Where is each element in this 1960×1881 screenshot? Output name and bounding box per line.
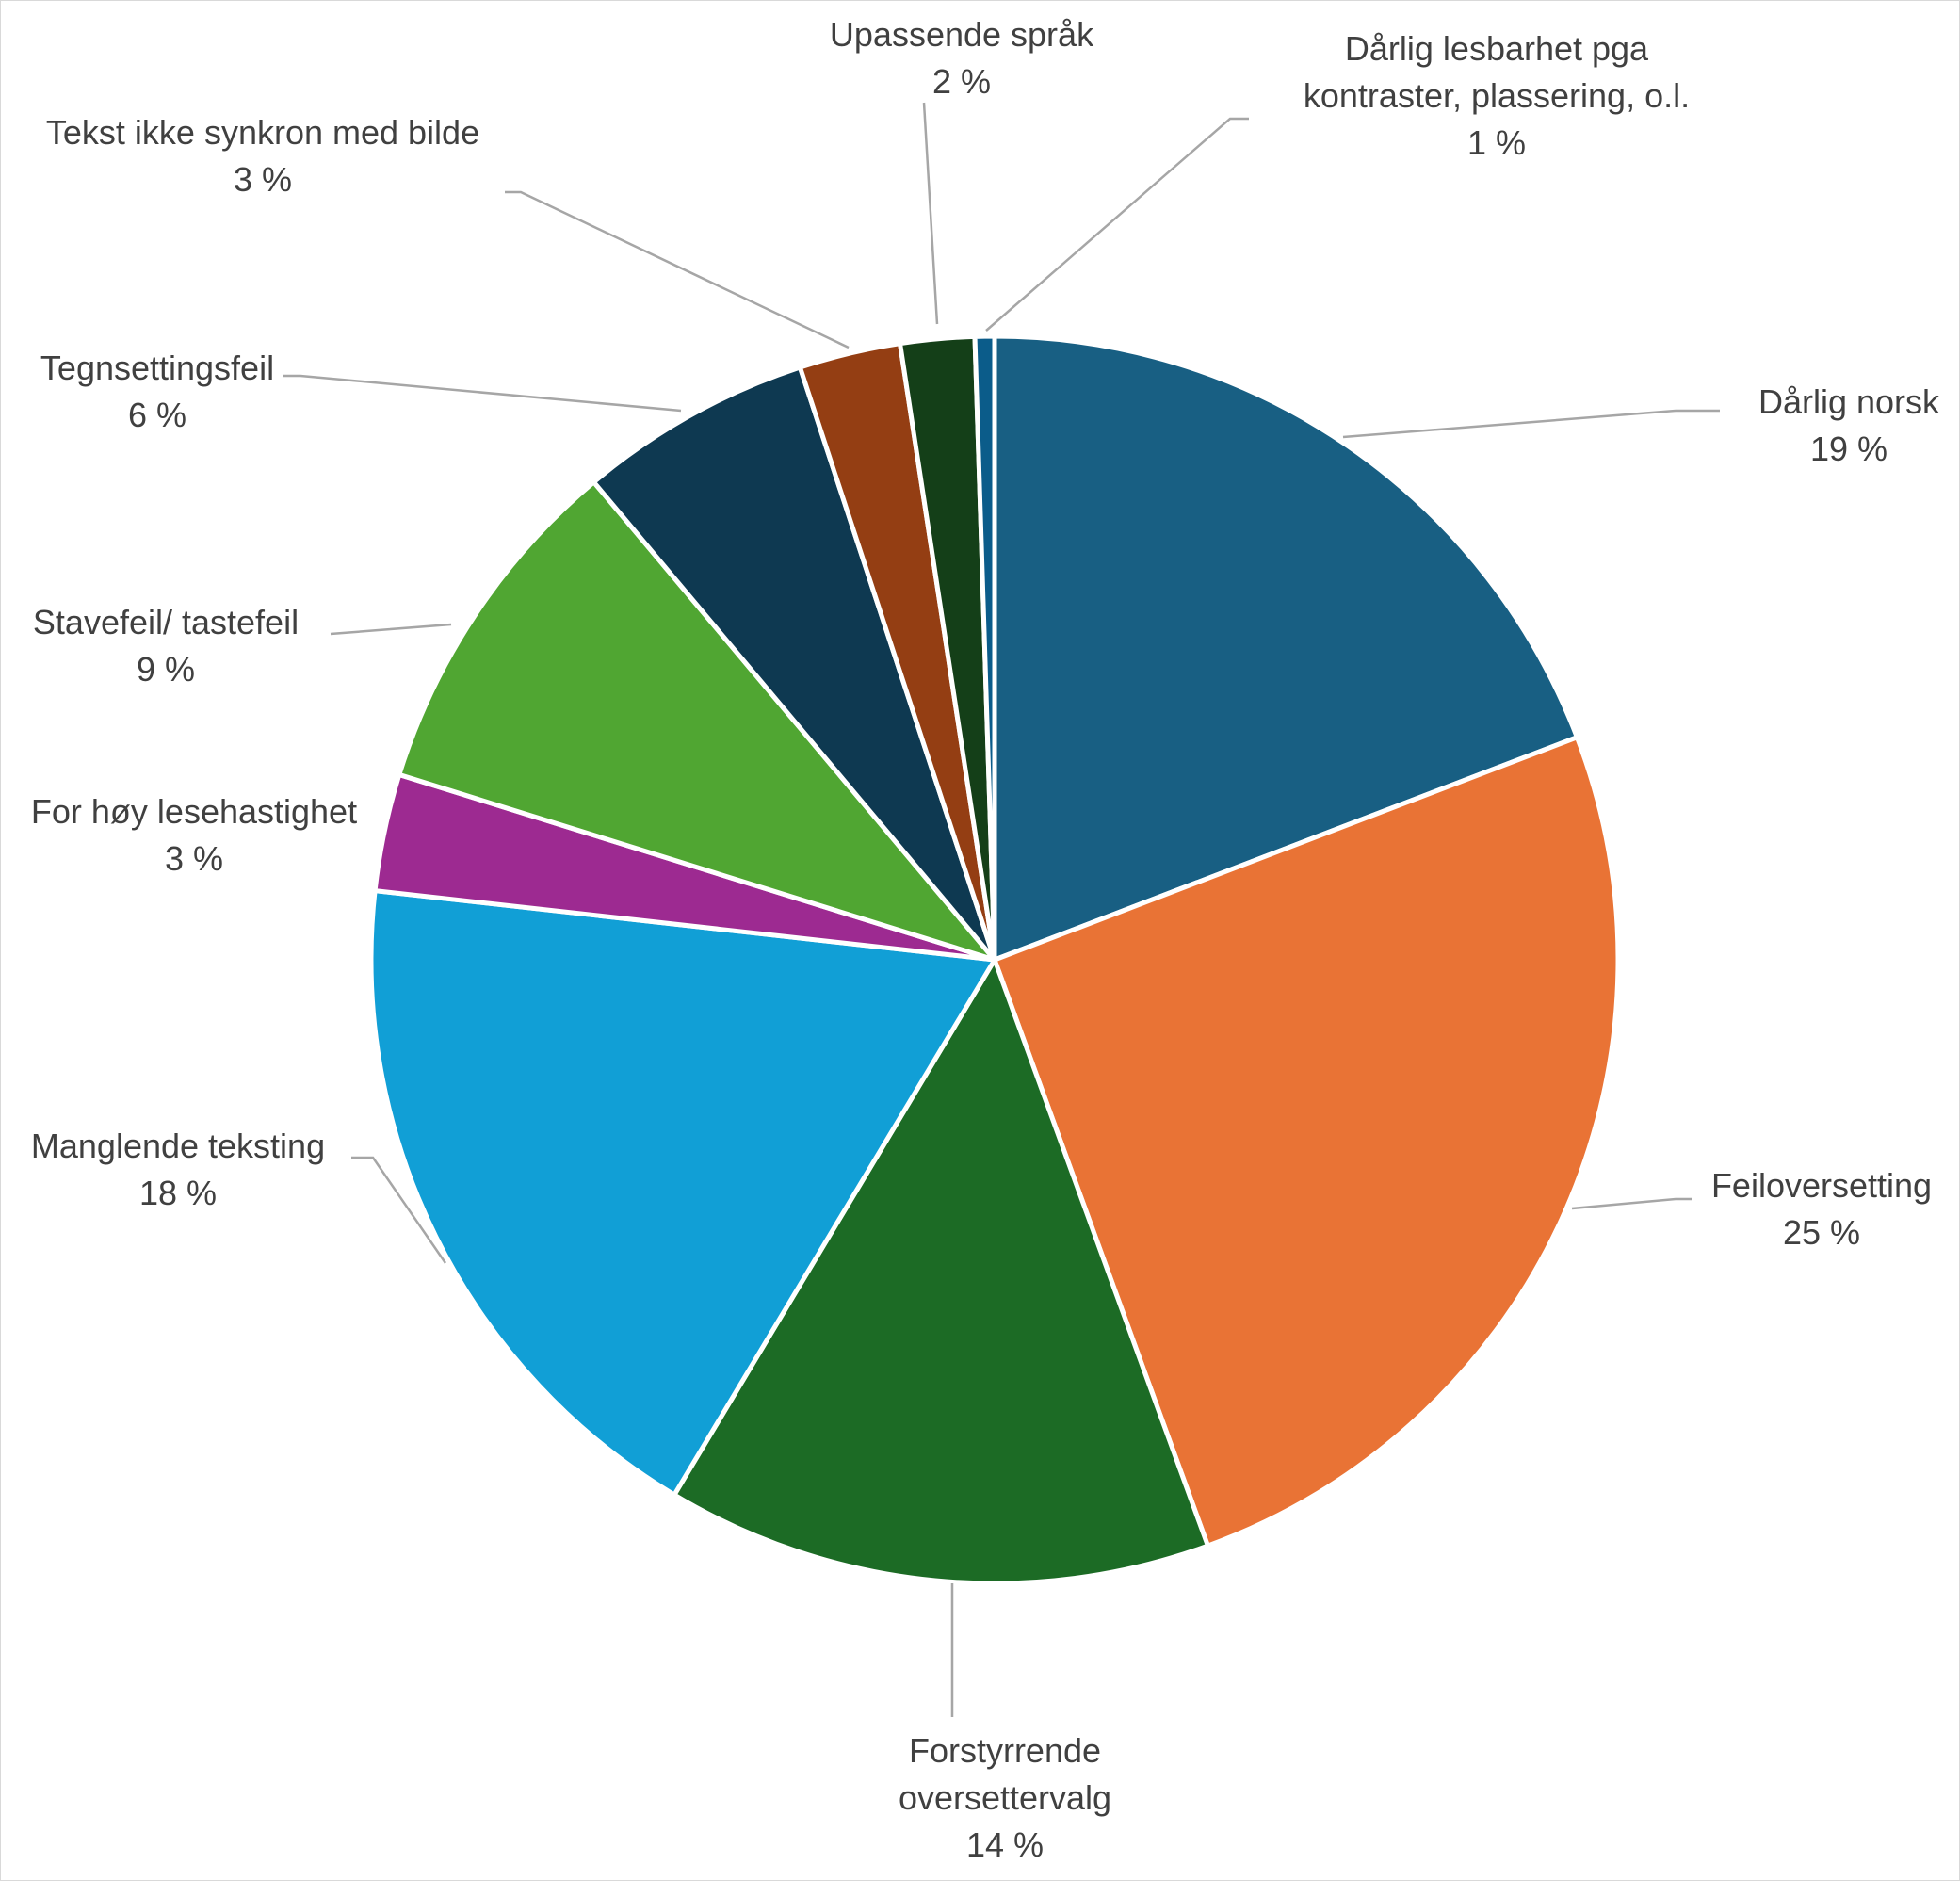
pie-slice-1 (992, 333, 1579, 963)
data-label-category: Stavefeil/ tastefeil (33, 603, 299, 641)
data-label-value: 19 % (1810, 430, 1887, 468)
pie-slice-2 (992, 735, 1621, 1549)
data-label-1: Dårlig norsk 19 % (1758, 382, 1940, 468)
data-label-7: Tegnsettingsfeil 6 % (40, 349, 274, 434)
data-label-6: Stavefeil/ tastefeil 9 % (33, 603, 299, 689)
data-label-value: 3 % (234, 160, 292, 199)
data-label-value: 1 % (1467, 123, 1526, 162)
data-label-value: 14 % (966, 1825, 1044, 1864)
pie-slice-7 (591, 365, 997, 963)
data-label-value: 2 % (932, 62, 991, 101)
data-label-category: Tegnsettingsfeil (40, 349, 274, 387)
data-label-category: Feiloversetting (1711, 1166, 1932, 1205)
pie-slice-4 (368, 888, 997, 1498)
data-label-9: Upassende språk 2 % (830, 15, 1094, 101)
leader-line-7 (283, 374, 682, 413)
leader-line-2 (1571, 1197, 1692, 1210)
leader-line-6 (330, 623, 452, 636)
data-label-value: 25 % (1783, 1213, 1860, 1252)
data-label-value: 18 % (139, 1174, 217, 1212)
pie-slice-6 (397, 479, 997, 963)
data-label-2: Feiloversetting 25 % (1711, 1166, 1932, 1252)
pie-slice-10 (972, 333, 997, 963)
data-label-category: Manglende teksting (31, 1127, 325, 1165)
data-label-category: Forstyrrende (909, 1731, 1101, 1770)
leader-line-1 (1342, 409, 1720, 439)
pie-slice-3 (672, 957, 1210, 1586)
data-label-category: For høy lesehastighet (31, 792, 357, 831)
leader-line-9 (922, 102, 939, 325)
data-label-3: Forstyrrende oversettervalg 14 % (899, 1731, 1111, 1864)
data-label-category: oversettervalg (899, 1778, 1111, 1817)
leader-line-8 (505, 190, 850, 349)
data-label-category: Dårlig norsk (1758, 382, 1940, 421)
data-label-category: Upassende språk (830, 15, 1094, 54)
data-label-value: 9 % (137, 650, 195, 689)
data-label-value: 6 % (128, 396, 186, 434)
data-label-5: For høy lesehastighet 3 % (31, 792, 357, 878)
data-label-8: Tekst ikke synkron med bilde 3 % (46, 113, 479, 199)
data-label-10: Dårlig lesbarhet pga kontraster, plasseri… (1304, 29, 1690, 162)
data-label-category: kontraster, plassering, o.l. (1304, 76, 1690, 115)
leader-line-10 (985, 117, 1249, 332)
data-label-category: Dårlig lesbarhet pga (1345, 29, 1649, 68)
data-label-value: 3 % (165, 839, 223, 878)
data-label-4: Manglende teksting 18 % (31, 1127, 325, 1212)
data-label-category: Tekst ikke synkron med bilde (46, 113, 479, 152)
leader-line-4 (351, 1156, 447, 1264)
